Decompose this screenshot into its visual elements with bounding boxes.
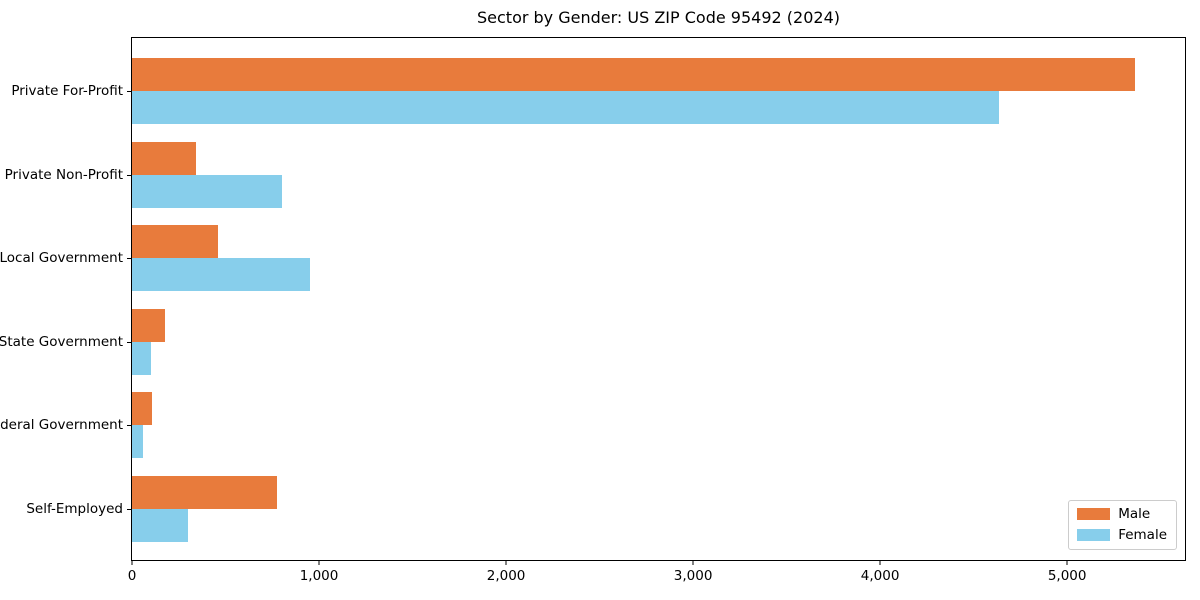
- x-tick-label: 1,000: [299, 568, 339, 584]
- x-tick-mark: [692, 560, 694, 565]
- legend-swatch-male: [1077, 508, 1111, 520]
- x-tick-label: 0: [127, 568, 137, 584]
- bar-male: [132, 58, 1135, 91]
- x-tick-label: 3,000: [673, 568, 713, 584]
- x-tick-label: 4,000: [860, 568, 900, 584]
- bar-female: [132, 174, 283, 208]
- legend-label: Male: [1118, 506, 1151, 522]
- bar-female: [132, 425, 143, 459]
- bar-male: [132, 141, 197, 175]
- bar-male: [132, 225, 219, 259]
- bar-male: [132, 308, 165, 342]
- legend-item-female: Female: [1077, 527, 1167, 543]
- bar-female: [132, 91, 1000, 124]
- y-tick-label: Federal Government: [0, 417, 123, 434]
- y-tick-mark: [127, 341, 132, 343]
- legend: Male Female: [1068, 500, 1177, 550]
- bar-female: [132, 258, 310, 292]
- y-tick-mark: [127, 91, 132, 92]
- y-tick-mark: [127, 174, 132, 176]
- x-tick-label: 2,000: [486, 568, 526, 584]
- legend-item-male: Male: [1077, 506, 1167, 522]
- bar-female: [132, 341, 151, 375]
- bar-male: [132, 476, 278, 509]
- legend-label: Female: [1118, 527, 1167, 543]
- x-tick-mark: [131, 560, 133, 565]
- y-tick-label: Self-Employed: [26, 501, 123, 517]
- y-tick-label: Private For-Profit: [11, 83, 123, 99]
- x-tick-label: 5,000: [1047, 568, 1087, 584]
- legend-swatch-female: [1077, 529, 1111, 541]
- y-tick-label: Local Government: [0, 250, 123, 267]
- x-tick-mark: [318, 560, 320, 565]
- y-tick-mark: [127, 258, 132, 260]
- y-tick-mark: [127, 425, 132, 427]
- chart-title: Sector by Gender: US ZIP Code 95492 (202…: [477, 8, 840, 27]
- x-tick-mark: [879, 560, 881, 565]
- y-tick-label: Private Non-Profit: [4, 166, 123, 183]
- x-tick-mark: [505, 560, 507, 565]
- y-tick-label: State Government: [0, 333, 123, 350]
- x-tick-mark: [1066, 560, 1068, 565]
- bar-female: [132, 509, 188, 542]
- plot-area: Private For-Profit Private Non-Profit Loca…: [0, 37, 1186, 584]
- y-tick-mark: [127, 509, 132, 510]
- bar-male: [132, 392, 152, 426]
